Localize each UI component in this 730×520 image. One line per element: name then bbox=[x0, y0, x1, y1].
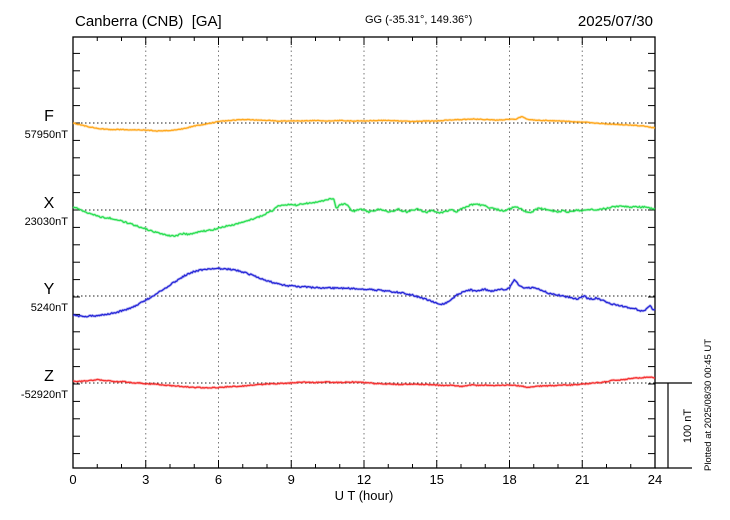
scale-bar-label: 100 nT bbox=[682, 409, 694, 444]
x-tick-15: 15 bbox=[430, 472, 444, 487]
x-tick-0: 0 bbox=[69, 472, 76, 487]
component-label-X: X bbox=[44, 195, 55, 212]
x-tick-9: 9 bbox=[288, 472, 295, 487]
plot-date: 2025/07/30 bbox=[578, 13, 653, 30]
component-baseline-value-X: 23030nT bbox=[25, 216, 69, 228]
component-label-Y: Y bbox=[44, 281, 55, 298]
x-tick-6: 6 bbox=[215, 472, 222, 487]
x-tick-18: 18 bbox=[502, 472, 516, 487]
x-tick-12: 12 bbox=[357, 472, 371, 487]
data-curves bbox=[72, 115, 656, 390]
x-tick-labels: 0 3 6 9 12 15 18 21 24 bbox=[69, 472, 662, 487]
component-baseline-value-Y: 5240nT bbox=[31, 302, 69, 314]
component-label-Z: Z bbox=[44, 368, 54, 385]
axis-ticks bbox=[73, 37, 655, 468]
component-label-F: F bbox=[44, 108, 54, 125]
plotted-at-note: Plotted at 2025/08/30 00:45 UT bbox=[703, 339, 714, 471]
x-tick-3: 3 bbox=[142, 472, 149, 487]
component-baseline-value-F: 57950nT bbox=[25, 129, 69, 141]
x-axis-label: U T (hour) bbox=[335, 488, 394, 503]
gridlines bbox=[145, 37, 583, 468]
component-baseline-value-Z: -52920nT bbox=[21, 389, 68, 401]
component-labels: F 57950nT X 23030nT Y 5240nT Z -52920nT bbox=[21, 108, 68, 401]
station-title: Canberra (CNB) [GA] bbox=[75, 13, 222, 30]
x-tick-24: 24 bbox=[648, 472, 662, 487]
plot-frame bbox=[72, 36, 656, 469]
x-tick-21: 21 bbox=[575, 472, 589, 487]
geographic-coordinates: GG (-35.31°, 149.36°) bbox=[365, 14, 472, 26]
scale-bar bbox=[655, 382, 692, 469]
